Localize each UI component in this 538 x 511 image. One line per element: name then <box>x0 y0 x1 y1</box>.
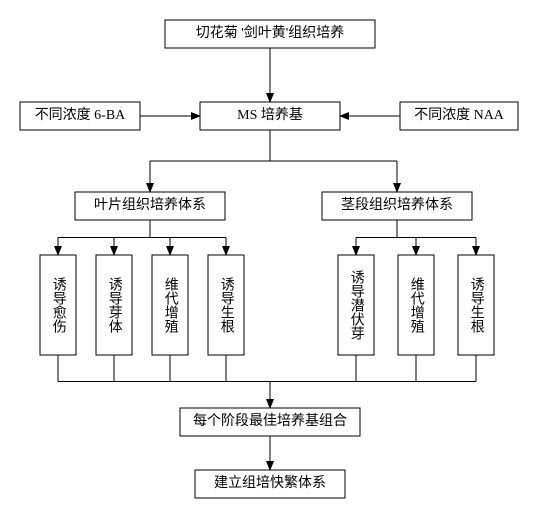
node-ba: 不同浓度 6-BA <box>20 102 140 130</box>
node-title: 切花菊 '剑叶黄'组织培养 <box>165 20 375 48</box>
node-label-l3: 维代增殖 <box>163 277 179 333</box>
node-establish: 建立组培快繁体系 <box>195 470 345 498</box>
node-label-s1: 诱导潜伏芽 <box>349 270 365 340</box>
node-l4: 诱导生根 <box>208 255 244 355</box>
node-naa: 不同浓度 NAA <box>400 102 518 130</box>
node-label-establish: 建立组培快繁体系 <box>214 475 326 491</box>
node-l1: 诱导愈伤 <box>40 255 76 355</box>
node-label-title: 切花菊 '剑叶黄'组织培养 <box>196 24 345 41</box>
node-stem: 茎段组织培养体系 <box>322 192 472 220</box>
node-best: 每个阶段最佳培养基组合 <box>180 408 360 436</box>
node-s1: 诱导潜伏芽 <box>338 255 374 355</box>
node-label-l2: 诱导芽体 <box>107 277 123 333</box>
node-label-ba: 不同浓度 6-BA <box>35 107 126 123</box>
node-label-best: 每个阶段最佳培养基组合 <box>193 412 347 429</box>
node-leaf: 叶片组织培养体系 <box>75 192 225 220</box>
node-label-s2: 维代增殖 <box>409 277 425 333</box>
node-s3: 诱导生根 <box>458 255 494 355</box>
node-label-naa: 不同浓度 NAA <box>414 107 505 123</box>
node-l3: 维代增殖 <box>152 255 188 355</box>
node-s2: 维代增殖 <box>398 255 434 355</box>
node-label-leaf: 叶片组织培养体系 <box>94 197 206 213</box>
node-label-ms: MS 培养基 <box>237 106 303 123</box>
node-ms: MS 培养基 <box>200 102 340 130</box>
node-label-l1: 诱导愈伤 <box>51 277 67 334</box>
node-label-s3: 诱导生根 <box>469 277 485 333</box>
node-l2: 诱导芽体 <box>96 255 132 355</box>
node-label-stem: 茎段组织培养体系 <box>341 197 453 213</box>
node-label-l4: 诱导生根 <box>219 277 235 333</box>
